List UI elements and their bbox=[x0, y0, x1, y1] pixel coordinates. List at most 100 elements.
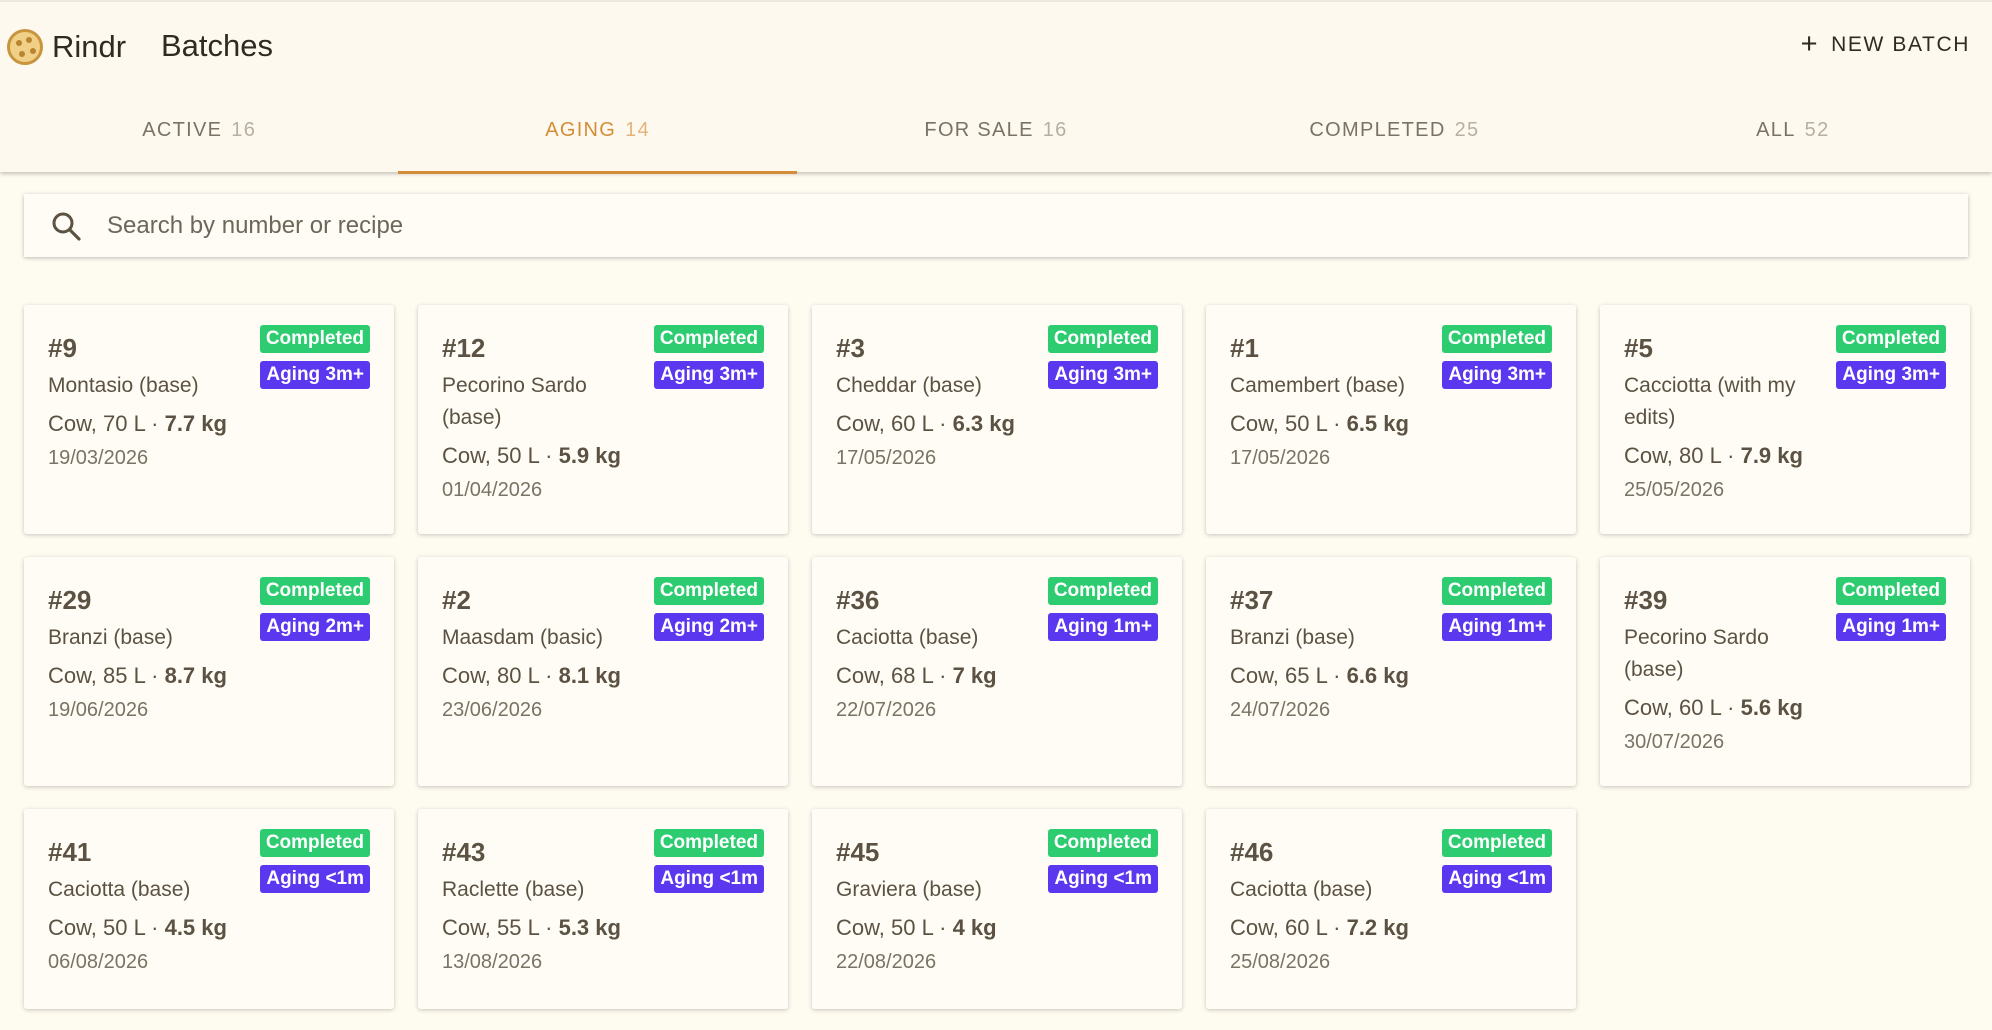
tab-active[interactable]: ACTIVE 16 bbox=[0, 88, 398, 172]
batch-weight: 6.6 kg bbox=[1346, 663, 1409, 688]
batch-weight: 5.9 kg bbox=[558, 443, 621, 468]
search-icon bbox=[52, 212, 81, 241]
batch-milk: Cow, 50 L · bbox=[48, 915, 165, 940]
tab-completed[interactable]: COMPLETED 25 bbox=[1195, 88, 1593, 172]
batch-weight: 7.9 kg bbox=[1740, 443, 1803, 468]
app-name: Rindr bbox=[52, 29, 127, 64]
plus-icon: + bbox=[1800, 28, 1820, 60]
batch-weight: 5.6 kg bbox=[1740, 695, 1803, 720]
page-title: Batches bbox=[161, 28, 274, 63]
batch-weight: 4.5 kg bbox=[164, 915, 227, 940]
batch-milk: Cow, 65 L · bbox=[1230, 663, 1347, 688]
batch-milk-weight: Cow, 55 L · 5.3 kg bbox=[442, 915, 764, 941]
batch-number: #29 bbox=[48, 585, 92, 615]
batch-milk: Cow, 60 L · bbox=[1230, 915, 1347, 940]
tab-all[interactable]: ALL 52 bbox=[1594, 88, 1992, 172]
batch-card[interactable]: #12 Pecorino Sardo (base) Cow, 50 L · 5.9 … bbox=[418, 305, 788, 534]
batch-card[interactable]: #2 Maasdam (basic) Cow, 80 L · 8.1 kg 23/06… bbox=[418, 557, 788, 786]
batch-date: 19/06/2026 bbox=[48, 699, 149, 721]
aging-badge: Aging 2m+ bbox=[654, 613, 764, 641]
batch-recipe: Montasio (base) bbox=[48, 374, 199, 397]
batch-milk-weight: Cow, 70 L · 7.7 kg bbox=[48, 411, 370, 437]
batch-card[interactable]: #29 Branzi (base) Cow, 85 L · 8.7 kg 19/06/… bbox=[24, 557, 394, 786]
tab-count: 25 bbox=[1454, 118, 1480, 141]
batch-recipe: Branzi (base) bbox=[1230, 626, 1355, 649]
tab-label: COMPLETED bbox=[1309, 118, 1446, 141]
batch-milk-weight: Cow, 60 L · 6.3 kg bbox=[836, 411, 1158, 437]
batch-weight: 8.7 kg bbox=[164, 663, 227, 688]
aging-badge: Aging 1m+ bbox=[1048, 613, 1158, 641]
status-badge: Completed bbox=[1441, 829, 1552, 857]
batch-number: #5 bbox=[1624, 333, 1653, 363]
batch-date: 22/08/2026 bbox=[836, 951, 937, 973]
batch-badges: Completed Aging 3m+ bbox=[653, 325, 764, 389]
batch-recipe: Branzi (base) bbox=[48, 626, 173, 649]
batch-card[interactable]: #3 Cheddar (base) Cow, 60 L · 6.3 kg 17/05/… bbox=[812, 305, 1182, 534]
batch-date: 25/05/2026 bbox=[1624, 479, 1725, 501]
batch-number: #46 bbox=[1230, 837, 1274, 867]
batch-card[interactable]: #43 Raclette (base) Cow, 55 L · 5.3 kg 13/0… bbox=[418, 809, 788, 1009]
batch-badges: Completed Aging 1m+ bbox=[1441, 577, 1552, 641]
batch-card[interactable]: #41 Caciotta (base) Cow, 50 L · 4.5 kg 06/0… bbox=[24, 809, 394, 1009]
batch-milk: Cow, 50 L · bbox=[442, 443, 559, 468]
tab-label: AGING bbox=[545, 118, 617, 141]
batch-milk: Cow, 80 L · bbox=[442, 663, 559, 688]
batch-number: #12 bbox=[442, 333, 486, 363]
batch-number: #41 bbox=[48, 837, 92, 867]
batch-weight: 7.2 kg bbox=[1346, 915, 1409, 940]
batch-number: #9 bbox=[48, 333, 77, 363]
batch-recipe: Caciotta (base) bbox=[48, 878, 191, 901]
batch-milk-weight: Cow, 80 L · 8.1 kg bbox=[442, 663, 764, 689]
status-badge: Completed bbox=[1047, 325, 1158, 353]
tab-count: 14 bbox=[625, 118, 651, 141]
batch-badges: Completed Aging 1m+ bbox=[1047, 577, 1158, 641]
batch-card[interactable]: #39 Pecorino Sardo (base) Cow, 60 L · 5.6 … bbox=[1600, 557, 1970, 786]
batch-milk-weight: Cow, 85 L · 8.7 kg bbox=[48, 663, 370, 689]
status-badge: Completed bbox=[1047, 577, 1158, 605]
batch-card[interactable]: #46 Caciotta (base) Cow, 60 L · 7.2 kg 25/0… bbox=[1206, 809, 1576, 1009]
cheese-logo-icon bbox=[7, 29, 43, 65]
batch-recipe: Caciotta (base) bbox=[836, 626, 979, 649]
batch-card[interactable]: #45 Graviera (base) Cow, 50 L · 4 kg 22/08/… bbox=[812, 809, 1182, 1009]
tab-for-sale[interactable]: FOR SALE 16 bbox=[797, 88, 1195, 172]
batch-number: #2 bbox=[442, 585, 471, 615]
batch-date: 24/07/2026 bbox=[1230, 699, 1331, 721]
batch-milk: Cow, 70 L · bbox=[48, 411, 165, 436]
batch-date: 13/08/2026 bbox=[442, 951, 543, 973]
aging-badge: Aging 2m+ bbox=[260, 613, 370, 641]
tab-label: FOR SALE bbox=[924, 118, 1034, 141]
tab-count: 52 bbox=[1804, 118, 1830, 141]
batch-badges: Completed Aging 3m+ bbox=[1047, 325, 1158, 389]
search-input[interactable] bbox=[107, 211, 1887, 240]
batch-weight: 6.3 kg bbox=[952, 411, 1015, 436]
batch-weight: 7.7 kg bbox=[164, 411, 227, 436]
batch-number: #39 bbox=[1624, 585, 1668, 615]
batch-milk-weight: Cow, 68 L · 7 kg bbox=[836, 663, 1158, 689]
batch-milk-weight: Cow, 50 L · 5.9 kg bbox=[442, 443, 764, 469]
brand[interactable]: Rindr bbox=[7, 29, 126, 65]
batch-card[interactable]: #37 Branzi (base) Cow, 65 L · 6.6 kg 24/07/… bbox=[1206, 557, 1576, 786]
batch-date: 22/07/2026 bbox=[836, 699, 937, 721]
batch-card[interactable]: #9 Montasio (base) Cow, 70 L · 7.7 kg 19/03… bbox=[24, 305, 394, 534]
batch-weight: 4 kg bbox=[952, 915, 997, 940]
status-badge: Completed bbox=[653, 829, 764, 857]
batch-card[interactable]: #1 Camembert (base) Cow, 50 L · 6.5 kg 17/0… bbox=[1206, 305, 1576, 534]
batch-badges: Completed Aging 3m+ bbox=[1835, 325, 1946, 389]
status-badge: Completed bbox=[1835, 577, 1946, 605]
status-badge: Completed bbox=[259, 829, 370, 857]
aging-badge: Aging 3m+ bbox=[260, 361, 370, 389]
status-badge: Completed bbox=[1835, 325, 1946, 353]
batch-card[interactable]: #36 Caciotta (base) Cow, 68 L · 7 kg 22/07/… bbox=[812, 557, 1182, 786]
batch-grid: #9 Montasio (base) Cow, 70 L · 7.7 kg 19/03… bbox=[24, 305, 1970, 1009]
tab-aging[interactable]: AGING 14 bbox=[398, 88, 798, 174]
status-badge: Completed bbox=[653, 325, 764, 353]
new-batch-label: NEW BATCH bbox=[1831, 32, 1970, 56]
batch-number: #43 bbox=[442, 837, 486, 867]
batch-badges: Completed Aging <1m bbox=[653, 829, 764, 893]
aging-badge: Aging 3m+ bbox=[654, 361, 764, 389]
batch-card[interactable]: #5 Cacciotta (with my edits) Cow, 80 L · 7… bbox=[1600, 305, 1970, 534]
batch-badges: Completed Aging <1m bbox=[1047, 829, 1158, 893]
batch-milk-weight: Cow, 50 L · 4 kg bbox=[836, 915, 1158, 941]
new-batch-button[interactable]: + NEW BATCH bbox=[1801, 30, 1970, 59]
batch-date: 30/07/2026 bbox=[1624, 731, 1725, 753]
